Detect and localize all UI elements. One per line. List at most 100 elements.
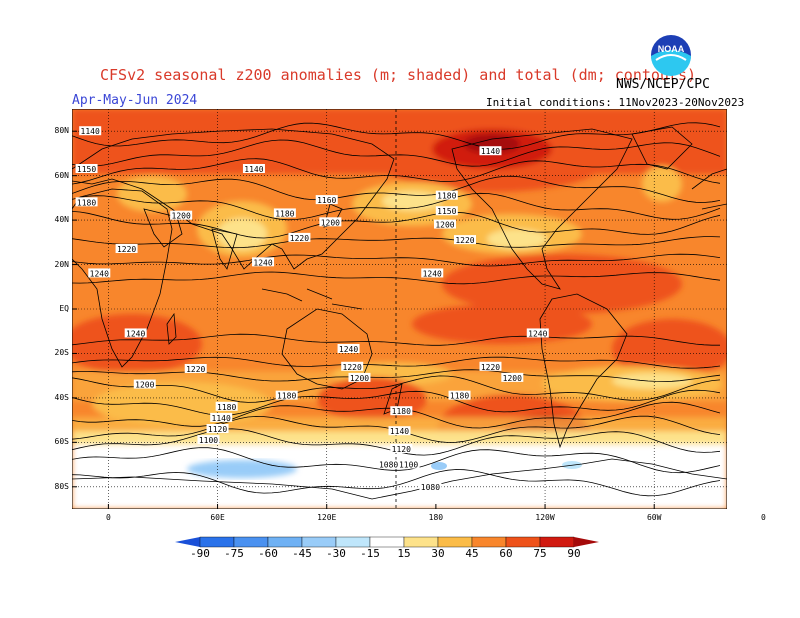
colorbar-label: 30 <box>431 547 445 560</box>
svg-text:1150: 1150 <box>437 207 456 216</box>
contour-label: 1150 <box>435 206 458 216</box>
svg-text:1080: 1080 <box>421 483 440 492</box>
svg-text:1120: 1120 <box>208 425 227 434</box>
svg-text:1180: 1180 <box>437 192 456 201</box>
svg-text:1220: 1220 <box>455 236 474 245</box>
colorbar-label: -60 <box>258 547 278 560</box>
contour-label: 1140 <box>79 126 102 136</box>
colorbar-swatch <box>199 536 235 548</box>
contour-label: 1220 <box>288 232 311 243</box>
contour-label: 1200 <box>348 372 371 383</box>
longitude-label: 120W <box>535 513 555 522</box>
contour-label: 1200 <box>133 379 156 390</box>
colorbar-swatch <box>335 536 371 548</box>
svg-text:1220: 1220 <box>343 363 362 372</box>
svg-text:1100: 1100 <box>399 461 418 470</box>
latitude-label: 40S <box>54 392 69 402</box>
svg-text:1160: 1160 <box>317 196 336 205</box>
svg-text:1220: 1220 <box>117 245 136 254</box>
contour-label: 1240 <box>421 268 444 278</box>
colorbar-swatch <box>505 536 541 548</box>
colorbar-label: -45 <box>292 547 312 560</box>
contour-label: 1120 <box>206 424 229 434</box>
contour-label: 1220 <box>341 361 364 372</box>
contour-label: 1140 <box>479 146 502 156</box>
contour-label: 1200 <box>501 372 524 383</box>
svg-text:1200: 1200 <box>135 381 154 390</box>
longitude-label: 0 <box>760 513 766 522</box>
contour-label: 1240 <box>124 328 147 338</box>
longitude-label: 60W <box>646 513 662 522</box>
contour-label: 1240 <box>526 328 549 338</box>
colorbar-label: -90 <box>190 547 210 560</box>
colorbar-arrow-low <box>175 537 200 547</box>
contour-label: 1200 <box>319 217 342 227</box>
season-label: Apr-May-Jun 2024 <box>72 93 198 108</box>
svg-text:1180: 1180 <box>217 403 236 412</box>
contour-label: 1180 <box>435 190 458 201</box>
svg-text:1150: 1150 <box>77 165 96 174</box>
svg-text:1140: 1140 <box>81 127 100 136</box>
svg-text:1180: 1180 <box>77 198 96 207</box>
svg-text:1220: 1220 <box>186 365 205 374</box>
svg-text:1220: 1220 <box>481 363 500 372</box>
longitude-label: 120E <box>317 513 337 522</box>
svg-text:1240: 1240 <box>253 258 272 267</box>
svg-text:1100: 1100 <box>199 436 218 445</box>
latitude-label: 60S <box>54 437 69 447</box>
colorbar-swatch <box>539 536 575 548</box>
contour-label: 1240 <box>88 268 111 278</box>
contour-label: 1220 <box>454 235 476 245</box>
colorbar-swatch <box>471 536 507 548</box>
contour-label: 1180 <box>75 197 98 207</box>
agency-label: NWS/NCEP/CPC <box>616 77 710 92</box>
colorbar-label: 75 <box>533 547 547 560</box>
contour-label: 1080 <box>419 481 442 492</box>
svg-text:1240: 1240 <box>423 269 442 278</box>
contour-label: 1100 <box>197 435 220 445</box>
colorbar-label: -15 <box>360 547 380 560</box>
contour-label: 1180 <box>448 390 471 401</box>
svg-text:1120: 1120 <box>392 445 411 454</box>
svg-text:1200: 1200 <box>350 374 369 383</box>
contour-label: 1220 <box>184 364 207 374</box>
colorbar-swatch <box>301 536 337 548</box>
contour-label: 1240 <box>252 257 275 267</box>
contour-label: 1240 <box>337 344 360 354</box>
svg-text:1240: 1240 <box>339 345 358 354</box>
svg-text:1200: 1200 <box>435 221 454 230</box>
longitude-label: 60E <box>210 513 225 522</box>
svg-text:1240: 1240 <box>528 329 547 338</box>
contour-label: 1180 <box>390 406 413 416</box>
contour-label: 1150 <box>75 164 98 174</box>
svg-text:1140: 1140 <box>481 147 500 156</box>
latitude-label: 80N <box>54 126 69 136</box>
contour-label: 1200 <box>170 210 193 221</box>
latitude-label: 20N <box>54 259 69 269</box>
latitude-label: 40N <box>54 215 69 225</box>
svg-text:1140: 1140 <box>212 414 231 423</box>
svg-text:1240: 1240 <box>126 329 145 338</box>
colorbar-swatch <box>403 536 439 548</box>
svg-text:1220: 1220 <box>290 234 309 243</box>
contour-label: 1200 <box>433 219 456 230</box>
colorbar-label: -75 <box>224 547 244 560</box>
contour-label: 1100 <box>397 459 420 470</box>
colorbar-label: 15 <box>397 547 411 560</box>
contour-label: 1160 <box>315 195 338 205</box>
contour-label: 1180 <box>275 390 298 401</box>
latitude-label: 80S <box>54 481 69 491</box>
contour-label: 1140 <box>210 412 233 423</box>
latitude-label: EQ <box>59 304 69 313</box>
colorbar-label: 90 <box>567 547 581 560</box>
longitude-label: 0 <box>105 513 111 522</box>
colorbar-label: -30 <box>326 547 346 560</box>
svg-text:1200: 1200 <box>321 218 340 227</box>
map-title: CFSv2 seasonal z200 anomalies (m; shaded… <box>100 66 697 84</box>
svg-text:1180: 1180 <box>275 209 294 218</box>
svg-text:1200: 1200 <box>172 212 191 221</box>
svg-text:1180: 1180 <box>277 392 296 401</box>
contour-label: 1220 <box>479 361 502 372</box>
